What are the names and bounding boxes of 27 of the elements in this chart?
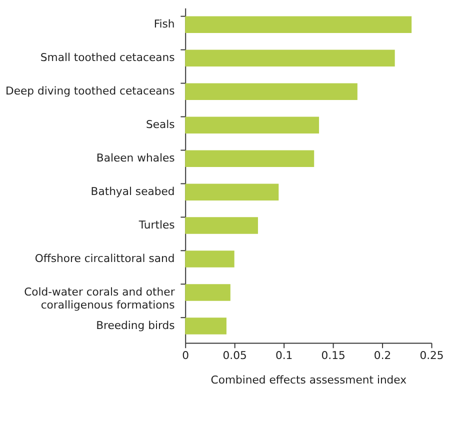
y-tick-label: Small toothed cetaceans [40,51,176,64]
x-tick-label: 0.05 [222,348,247,362]
y-tick-label: Breeding birds [96,318,176,332]
bar [185,150,314,167]
bar [185,217,258,234]
bar [185,318,226,334]
x-tick-label: 0.25 [420,348,444,362]
bar [185,184,279,200]
bar [185,116,320,134]
x-tick-label: 0.15 [321,348,346,362]
y-tick-label: Offshore circalittoral sand [34,252,175,265]
x-tick-label: 0.1 [275,348,293,362]
y-tick-label: Deep diving toothed cetaceans [5,84,176,98]
bar [185,50,395,67]
bar [185,83,358,100]
x-axis-title: Combined effects assessment index [210,374,408,387]
y-tick-label: Seals [146,118,176,132]
y-tick-label: Bathyal seabed [90,185,175,198]
x-tick-label: 0.2 [374,348,392,362]
y-tick-label: Baleen whales [96,152,176,165]
bar [185,284,230,301]
x-tick-label: 0 [182,348,190,362]
bar [185,250,234,268]
y-tick-label: Cold-water corals and other coralligenous formations [24,285,176,312]
bar [185,16,412,34]
y-tick-label: Fish [154,18,175,31]
y-tick-label: Turtles [138,218,176,232]
